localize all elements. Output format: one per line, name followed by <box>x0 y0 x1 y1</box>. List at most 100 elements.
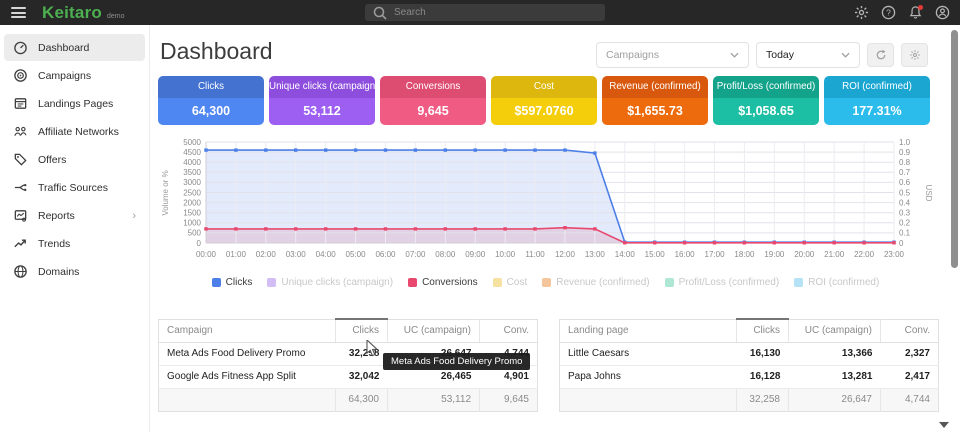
metric-card-label: Revenue (confirmed) <box>602 76 708 98</box>
svg-text:0.6: 0.6 <box>899 178 911 187</box>
legend-item-cost[interactable]: Cost <box>492 277 527 288</box>
legend-item-clicks[interactable]: Clicks <box>211 277 252 288</box>
sidebar-item-label: Domains <box>38 265 80 278</box>
metric-card-cost[interactable]: Cost $597.0760 <box>491 76 597 125</box>
legend-swatch <box>794 278 804 287</box>
sidebar-item-traffic-sources[interactable]: Traffic Sources <box>4 174 145 201</box>
column-header-conv-[interactable]: Conv. <box>880 319 939 343</box>
svg-text:02:00: 02:00 <box>256 250 277 259</box>
metric-card-unique-clicks-campaign-[interactable]: Unique clicks (campaign) 53,112 <box>269 76 375 125</box>
metric-card-label: Unique clicks (campaign) <box>269 76 375 98</box>
metric-card-value: 9,645 <box>380 98 486 125</box>
legend-item-revenue-confirmed-[interactable]: Revenue (confirmed) <box>542 277 650 288</box>
sidebar-item-reports[interactable]: Reports › <box>4 202 145 229</box>
table-cell: 26,465 <box>387 365 480 389</box>
column-header-landing-page[interactable]: Landing page <box>559 319 737 343</box>
legend-item-conversions[interactable]: Conversions <box>408 277 478 288</box>
brand-name: Keitaro <box>42 2 102 22</box>
metric-card-clicks[interactable]: Clicks 64,300 <box>158 76 264 125</box>
metric-card-value: 177.31% <box>824 98 930 125</box>
totals-cell: 9,645 <box>479 388 538 411</box>
metric-cards: Clicks 64,300 Unique clicks (campaign) 53,1… <box>158 76 930 125</box>
brand-logo[interactable]: Keitaro demo <box>42 3 125 23</box>
svg-text:500: 500 <box>188 229 202 238</box>
metric-card-roi-confirmed-[interactable]: ROI (confirmed) 177.31% <box>824 76 930 125</box>
sidebar-item-landings-pages[interactable]: Landings Pages <box>4 90 145 117</box>
global-search[interactable] <box>365 4 605 21</box>
chevron-right-icon: › <box>132 209 136 222</box>
sidebar-item-affiliate-networks[interactable]: Affiliate Networks <box>4 118 145 145</box>
domains-icon <box>14 265 27 278</box>
help-icon[interactable]: ? <box>880 5 896 21</box>
topbar-icons: ? <box>853 0 950 25</box>
sidebar-item-offers[interactable]: Offers <box>4 146 145 173</box>
column-header-uc-campaign-[interactable]: UC (campaign) <box>788 319 881 343</box>
legend-item-roi-confirmed-[interactable]: ROI (confirmed) <box>794 277 879 288</box>
svg-text:USD: USD <box>924 185 933 202</box>
vertical-scrollbar[interactable] <box>951 30 958 268</box>
sidebar-item-domains[interactable]: Domains <box>4 258 145 285</box>
gear-icon <box>909 50 920 60</box>
column-header-conv-[interactable]: Conv. <box>479 319 538 343</box>
metric-card-profit-loss-confirmed-[interactable]: Profit/Loss (confirmed) $1,058.65 <box>713 76 819 125</box>
metric-card-label: ROI (confirmed) <box>824 76 930 98</box>
campaigns-icon <box>14 69 27 82</box>
svg-text:0.3: 0.3 <box>899 209 911 218</box>
svg-text:0.2: 0.2 <box>899 219 911 228</box>
table-cell: 16,130 <box>736 342 789 366</box>
table-row[interactable]: Papa Johns 16,128 13,281 2,417 <box>559 365 939 389</box>
refresh-button[interactable] <box>867 43 894 67</box>
chart-canvas[interactable]: 0500100015002000250030003500400045005000… <box>158 133 933 265</box>
campaigns-filter-select[interactable]: Campaigns <box>596 42 749 68</box>
svg-text:4000: 4000 <box>183 158 201 167</box>
search-input[interactable] <box>394 7 594 18</box>
svg-text:14:00: 14:00 <box>615 250 636 259</box>
dashboard-settings-button[interactable] <box>901 43 928 67</box>
svg-text:0: 0 <box>899 239 904 248</box>
table-row[interactable]: Google Ads Fitness App Split 32,042 26,465… <box>158 365 538 389</box>
svg-text:3500: 3500 <box>183 168 201 177</box>
totals-row: 64,300 53,112 9,645 <box>158 388 538 411</box>
svg-text:18:00: 18:00 <box>734 250 755 259</box>
svg-text:07:00: 07:00 <box>405 250 426 259</box>
sidebar-item-label: Reports <box>38 209 75 222</box>
svg-text:13:00: 13:00 <box>585 250 606 259</box>
legend-item-unique-clicks-campaign-[interactable]: Unique clicks (campaign) <box>267 277 393 288</box>
campaigns-filter-label: Campaigns <box>606 49 660 61</box>
dashboard-controls: Campaigns Today <box>596 42 928 68</box>
summary-tables: Campaign Clicks UC (campaign) Conv. Meta Ads… <box>158 318 939 412</box>
svg-text:5000: 5000 <box>183 138 201 147</box>
legend-swatch <box>408 278 418 287</box>
table-cell: Little Caesars <box>559 342 737 366</box>
svg-text:23:00: 23:00 <box>884 250 905 259</box>
table-cell: Meta Ads Food Delivery Promo <box>158 342 336 366</box>
column-header-clicks[interactable]: Clicks <box>335 318 388 343</box>
column-header-clicks[interactable]: Clicks <box>736 318 789 343</box>
menu-toggle-icon[interactable] <box>11 7 26 18</box>
notifications-bell-icon[interactable] <box>907 4 923 21</box>
offers-icon <box>14 153 27 166</box>
sidebar-item-campaigns[interactable]: Campaigns <box>4 62 145 89</box>
svg-text:09:00: 09:00 <box>465 250 486 259</box>
settings-icon[interactable] <box>853 5 869 21</box>
sidebar-item-trends[interactable]: Trends <box>4 230 145 257</box>
column-header-campaign[interactable]: Campaign <box>158 319 336 343</box>
sidebar-item-dashboard[interactable]: Dashboard <box>4 34 145 61</box>
column-header-uc-campaign-[interactable]: UC (campaign) <box>387 319 480 343</box>
svg-text:04:00: 04:00 <box>316 250 337 259</box>
metric-card-conversions[interactable]: Conversions 9,645 <box>380 76 486 125</box>
metric-card-revenue-confirmed-[interactable]: Revenue (confirmed) $1,655.73 <box>602 76 708 125</box>
user-account-icon[interactable] <box>934 5 950 21</box>
legend-label: Unique clicks (campaign) <box>281 277 394 288</box>
table-row[interactable]: Little Caesars 16,130 13,366 2,327 <box>559 342 939 366</box>
date-range-select[interactable]: Today <box>756 42 860 68</box>
legend-swatch <box>664 278 674 287</box>
totals-cell: 4,744 <box>880 388 939 411</box>
legend-swatch <box>211 278 221 287</box>
legend-item-profit-loss-confirmed-[interactable]: Profit/Loss (confirmed) <box>664 277 779 288</box>
table-cell: 13,281 <box>788 365 881 389</box>
metric-card-value: 53,112 <box>269 98 375 125</box>
svg-text:4500: 4500 <box>183 148 201 157</box>
page-title: Dashboard <box>160 38 273 64</box>
